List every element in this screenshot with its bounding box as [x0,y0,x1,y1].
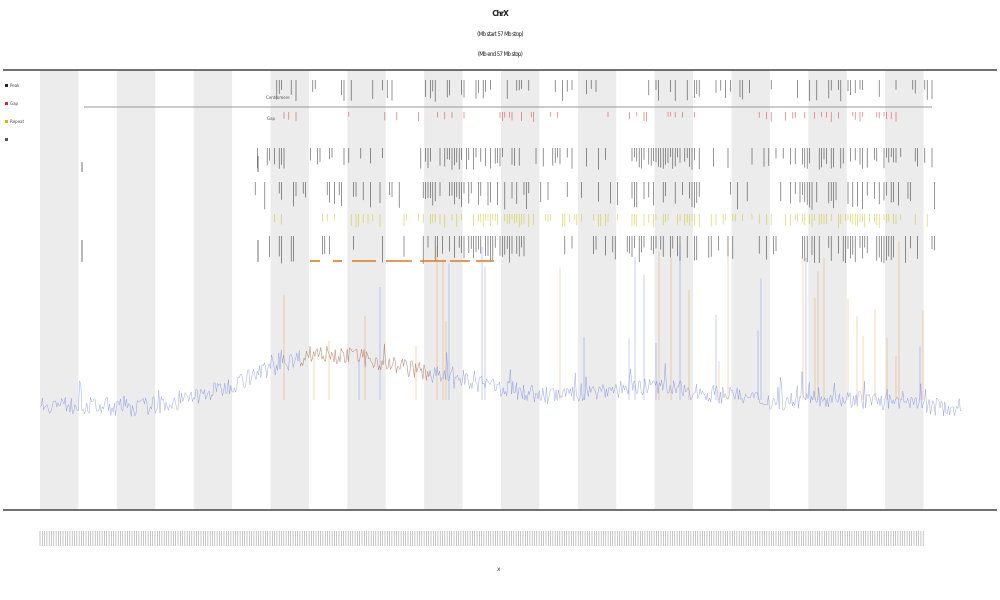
signal-spikes [283,241,924,400]
legend-swatch [5,102,8,105]
band [501,70,540,510]
band [654,70,694,510]
band [116,70,156,510]
band [270,70,309,510]
signal-line-highlight [300,343,431,381]
legend-swatch [5,120,8,123]
legend-label: Peak [10,83,20,88]
legend-swatch [5,138,8,141]
band [731,70,770,510]
band [577,70,617,510]
annotation-label-2: Gap [267,116,276,121]
legend: Peak Gap Repeat [5,83,25,141]
band [885,70,924,510]
band [424,70,463,510]
legend-label: Gap [10,101,19,106]
signal-line [39,343,962,417]
alternating-bands [40,70,924,510]
feature-tracks [81,80,935,264]
chart-subtitle-1: (Mb start 57 Mb stop) [477,31,523,38]
band [808,70,847,510]
chart-title: ChrX [492,9,509,18]
annotation-label: Centromere [266,95,290,100]
chart-subtitle-2: (Mb end 57 Mb stop) [477,51,523,58]
legend-swatch [5,84,8,87]
x-tick-labels [39,531,924,546]
band [347,70,386,510]
band [40,70,79,510]
band [193,70,233,510]
legend-label: Repeat [10,119,25,124]
x-axis-label: x [497,566,501,573]
